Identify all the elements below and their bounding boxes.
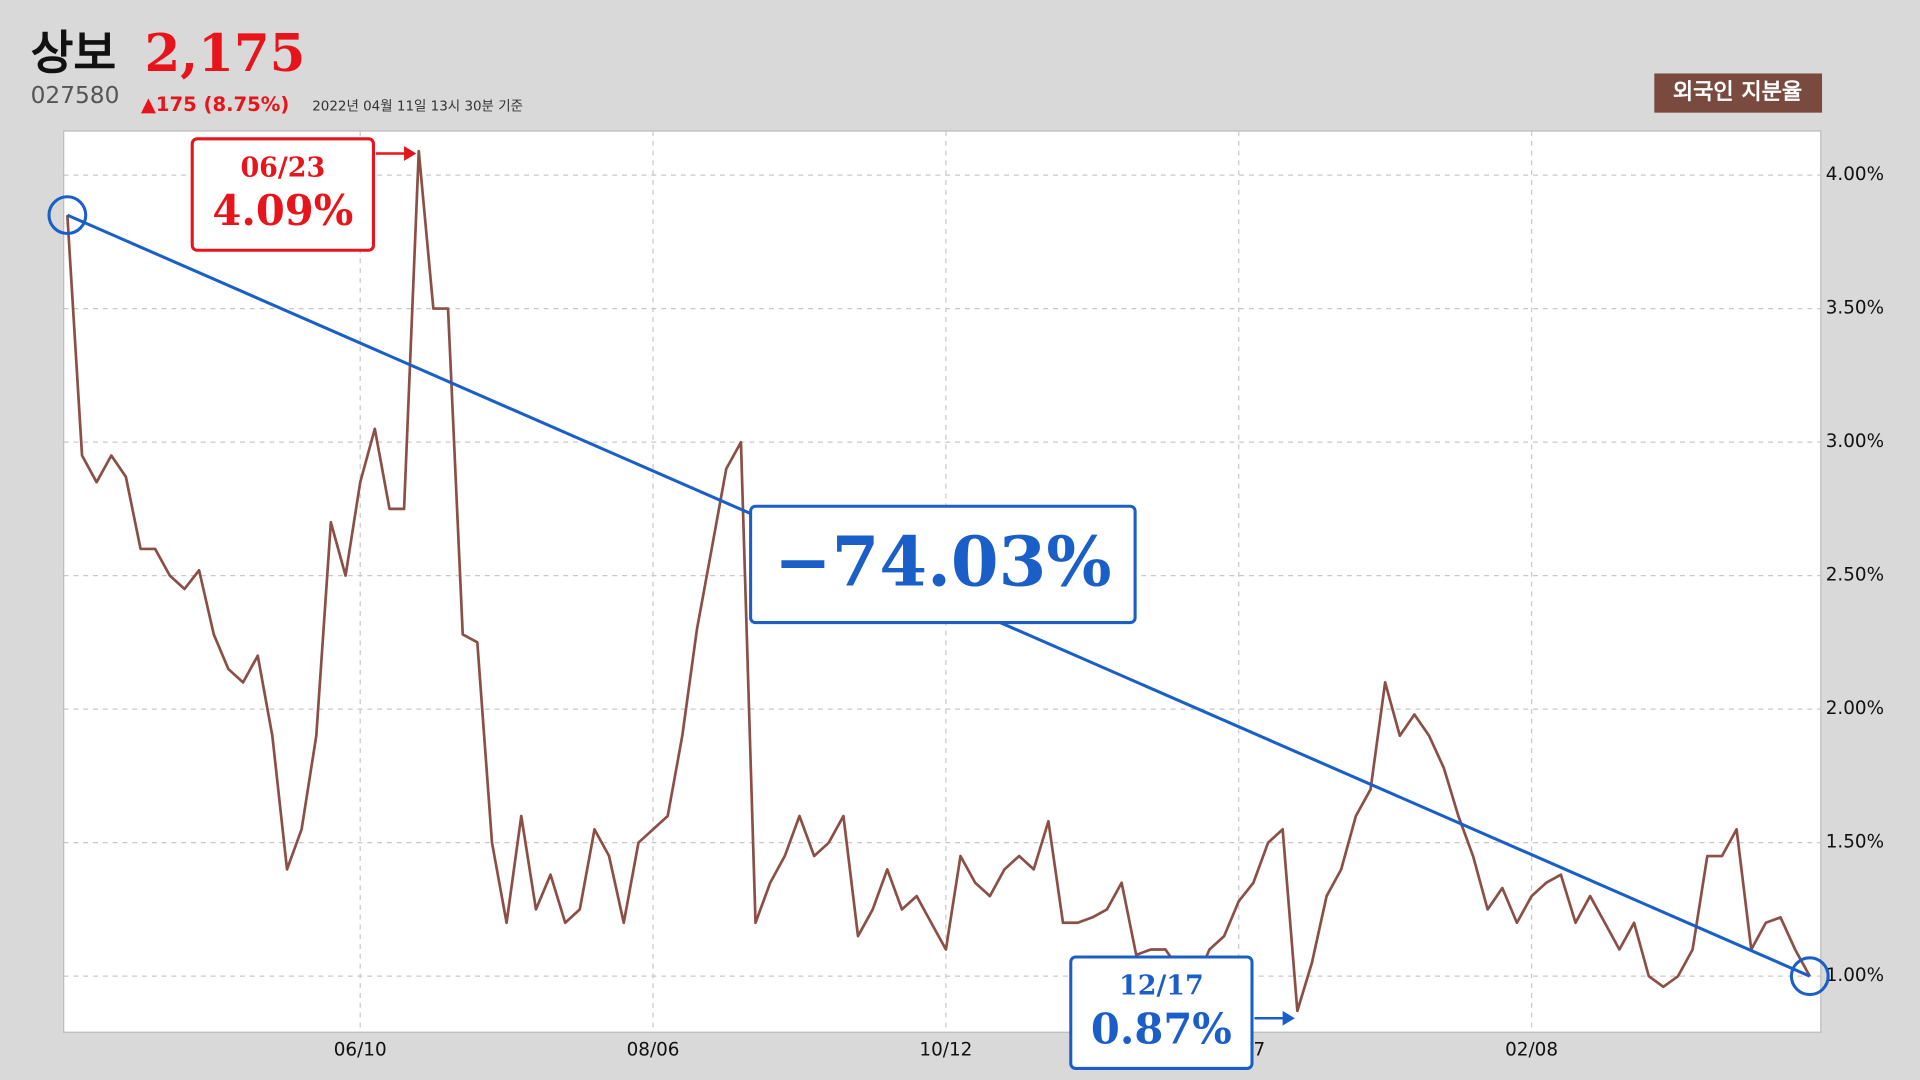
- change-box: [749, 504, 1137, 625]
- annotation-value: 0.87%: [1091, 1004, 1232, 1053]
- y-tick-label: 3.50%: [1826, 298, 1884, 319]
- arrow-head: [404, 146, 417, 161]
- y-tick-label: 2.00%: [1826, 698, 1884, 719]
- x-tick-label: 08/06: [627, 1040, 680, 1061]
- x-tick-label: 10/12: [919, 1040, 972, 1061]
- timestamp: 2022년 04월 11일 13시 30분 기준: [312, 99, 523, 115]
- y-tick-label: 1.00%: [1826, 965, 1884, 986]
- change-label: −74.03%: [774, 522, 1111, 602]
- annotation-box: [190, 137, 375, 252]
- x-tick-label: 02/08: [1505, 1040, 1558, 1061]
- annotation-date: 12/17: [1119, 971, 1204, 1002]
- x-tick-label: 06/10: [334, 1040, 387, 1061]
- y-tick-label: 3.00%: [1826, 431, 1884, 452]
- start-marker: [47, 195, 88, 236]
- series-line: [66, 149, 1811, 1013]
- annotations: −74.03% 06/234.09% 12/170.87%: [47, 137, 1830, 1070]
- y-tick-label: 1.50%: [1826, 832, 1884, 853]
- y-tick-label: 4.00%: [1826, 164, 1884, 185]
- y-tick-label: 2.50%: [1826, 565, 1884, 586]
- stock-code: 027580: [31, 82, 120, 109]
- badge-label: 외국인 지분율: [1673, 80, 1802, 105]
- price-change: ▲175 (8.75%): [141, 93, 290, 116]
- stock-name: 상보: [31, 26, 117, 80]
- arrow-head: [1282, 1010, 1295, 1026]
- badge: [1654, 73, 1823, 113]
- marks: [66, 149, 1811, 1013]
- stock-price: 2,175: [144, 24, 305, 84]
- annotation-value: 4.09%: [212, 186, 353, 235]
- end-marker: [1789, 956, 1830, 997]
- annotation-date: 06/23: [240, 152, 325, 183]
- annotation-box: [1069, 955, 1254, 1070]
- grid: 1.00% 1.50% 2.00% 2.50% 3.00% 3.50% 4.00% 06/10…: [63, 131, 1884, 1061]
